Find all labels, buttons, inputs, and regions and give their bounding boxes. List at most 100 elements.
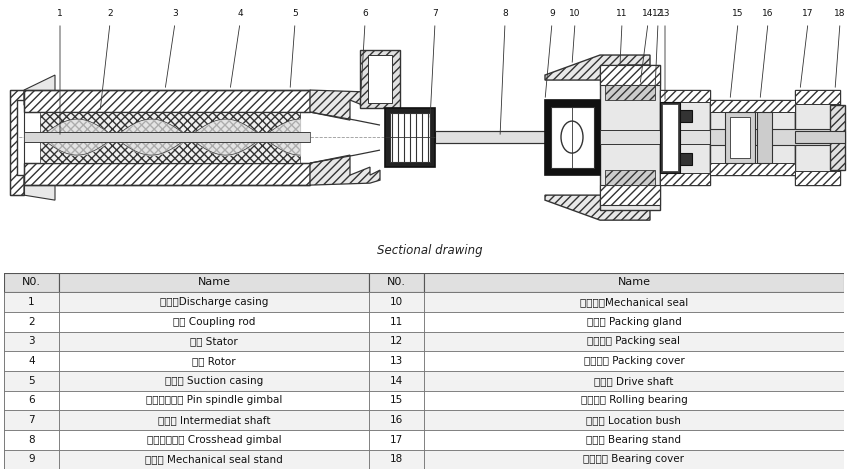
Text: 3: 3	[28, 337, 35, 346]
Text: N0.: N0.	[388, 277, 406, 287]
Text: Sectional drawing: Sectional drawing	[377, 244, 483, 256]
Text: 4: 4	[28, 356, 35, 366]
Bar	[660, 173, 710, 185]
Text: 5: 5	[292, 9, 298, 18]
Bar	[605, 85, 655, 100]
Text: 十字头万向节 Crosshead gimbal: 十字头万向节 Crosshead gimbal	[147, 435, 282, 445]
Bar	[370, 391, 424, 410]
Polygon shape	[310, 90, 380, 120]
Text: 11: 11	[390, 317, 404, 327]
Bar	[757, 112, 772, 163]
Polygon shape	[545, 195, 650, 220]
Polygon shape	[24, 170, 55, 200]
Bar	[4, 292, 59, 312]
Text: 销轴式万向节 Pin spindle gimbal: 销轴式万向节 Pin spindle gimbal	[146, 395, 282, 405]
Bar	[59, 391, 370, 410]
Text: 排出体Discharge casing: 排出体Discharge casing	[160, 297, 268, 307]
Polygon shape	[10, 90, 24, 195]
Text: 8: 8	[28, 435, 35, 445]
Bar	[24, 163, 310, 185]
Bar	[795, 131, 845, 143]
Bar	[424, 430, 844, 449]
Bar	[370, 410, 424, 430]
Text: 14: 14	[390, 376, 404, 386]
Bar	[370, 332, 424, 351]
Bar	[605, 170, 655, 185]
Text: 轴承压盖 Bearing cover: 轴承压盖 Bearing cover	[583, 455, 684, 465]
Text: 10: 10	[569, 9, 581, 18]
Text: 10: 10	[390, 297, 404, 307]
Bar	[435, 131, 545, 143]
Bar	[4, 332, 59, 351]
Bar	[660, 102, 680, 173]
Bar	[660, 90, 710, 102]
Polygon shape	[24, 75, 55, 105]
Text: 15: 15	[733, 9, 744, 18]
Bar	[59, 371, 370, 391]
Bar	[370, 273, 424, 292]
Text: 定位套 Location bush: 定位套 Location bush	[587, 415, 681, 425]
Bar	[4, 391, 59, 410]
Bar	[795, 171, 840, 185]
Text: 填料函 Packing gland: 填料函 Packing gland	[587, 317, 681, 327]
Bar	[59, 292, 370, 312]
Text: 18: 18	[834, 9, 845, 18]
Bar	[59, 351, 370, 371]
Text: 定子 Stator: 定子 Stator	[190, 337, 238, 346]
Text: 11: 11	[616, 9, 628, 18]
Bar	[59, 449, 370, 469]
Text: 9: 9	[28, 455, 35, 465]
Text: 转子 Rotor: 转子 Rotor	[192, 356, 236, 366]
Bar	[59, 410, 370, 430]
Bar	[600, 130, 660, 144]
Bar	[424, 273, 844, 292]
Bar	[424, 371, 844, 391]
Text: 16: 16	[390, 415, 404, 425]
Text: 17: 17	[390, 435, 404, 445]
Bar	[59, 430, 370, 449]
Text: 13: 13	[659, 9, 671, 18]
Bar	[795, 90, 840, 185]
Bar	[424, 292, 844, 312]
Text: 3: 3	[172, 9, 178, 18]
Bar	[424, 332, 844, 351]
Bar	[710, 100, 795, 175]
Bar	[600, 65, 660, 85]
Bar	[4, 371, 59, 391]
Text: 吸入体 Suction casing: 吸入体 Suction casing	[165, 376, 263, 386]
Text: 4: 4	[237, 9, 243, 18]
Bar	[710, 129, 840, 145]
Bar	[390, 113, 430, 162]
Bar	[370, 292, 424, 312]
Text: 填料压盖 Packing cover: 填料压盖 Packing cover	[583, 356, 684, 366]
Text: 2: 2	[28, 317, 35, 327]
Text: 6: 6	[28, 395, 35, 405]
Text: 16: 16	[762, 9, 773, 18]
Bar	[795, 90, 840, 104]
Text: 填料密封 Packing seal: 填料密封 Packing seal	[588, 337, 680, 346]
Bar	[4, 410, 59, 430]
Bar	[370, 351, 424, 371]
Bar	[40, 112, 300, 163]
Text: 18: 18	[390, 455, 404, 465]
Bar	[730, 117, 750, 158]
Bar	[59, 312, 370, 332]
Bar	[424, 410, 844, 430]
Polygon shape	[310, 155, 380, 185]
Bar	[830, 105, 845, 170]
Text: 中间轴 Intermediat shaft: 中间轴 Intermediat shaft	[158, 415, 271, 425]
Text: 15: 15	[390, 395, 404, 405]
Bar	[370, 449, 424, 469]
Text: 14: 14	[642, 9, 654, 18]
Text: 17: 17	[802, 9, 814, 18]
Text: 8: 8	[502, 9, 508, 18]
Bar	[424, 449, 844, 469]
Polygon shape	[545, 55, 650, 80]
Bar	[59, 273, 370, 292]
Bar	[59, 332, 370, 351]
Bar	[680, 153, 692, 165]
Bar	[662, 104, 678, 171]
Bar	[370, 430, 424, 449]
Bar	[4, 449, 59, 469]
Ellipse shape	[561, 121, 583, 153]
